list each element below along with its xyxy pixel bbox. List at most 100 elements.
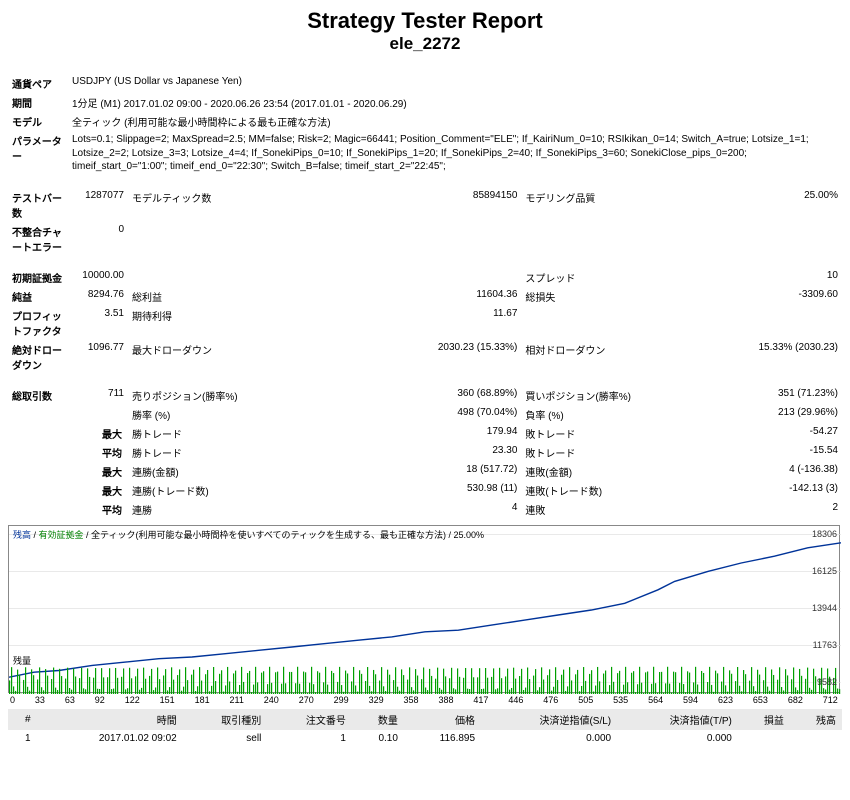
trades-cell: sell [183,730,268,747]
long-value: 351 (71.23%) [715,386,842,405]
trades-header: 価格 [404,709,481,730]
consloss-amt-value: 4 (-136.38) [715,462,842,481]
grossloss-value: -3309.60 [715,287,842,306]
deposit-value: 10000.00 [68,268,128,287]
maxwin-value: 179.94 [321,424,521,443]
conswin-value: 4 [321,500,521,519]
symbol-label: 通貨ペア [8,74,68,93]
xtick-label: 535 [613,695,628,705]
losstrade-label-2: 敗トレード [521,443,714,462]
bars-label: テストバー数 [8,188,68,222]
conswin-label: 連勝 [128,500,321,519]
report-summary-table: 通貨ペア USDJPY (US Dollar vs Japanese Yen) … [8,74,842,519]
trades-cell [738,730,790,747]
xtick-label: 446 [508,695,523,705]
xtick-label: 712 [823,695,838,705]
trades-cell: 0.000 [617,730,738,747]
trades-cell: 1 [267,730,352,747]
losstrade-label-1: 敗トレード [521,424,714,443]
quality-value: 25.00% [715,188,842,222]
xtick-label: 564 [648,695,663,705]
trades-cell: 0.10 [352,730,404,747]
consloss-amt-label: 連敗(金額) [521,462,714,481]
trades-header-row: #時間取引種別注文番号数量価格決済逆指値(S/L)決済指値(T/P)損益残高 [8,709,842,730]
spread-value: 10 [715,268,842,287]
pf-label: プロフィットファクタ [8,306,68,340]
ytick-label: 13944 [812,603,837,613]
trades-header: 残高 [790,709,842,730]
trades-header: 決済指値(T/P) [617,709,738,730]
symbol-value: USDJPY (US Dollar vs Japanese Yen) [68,74,842,93]
quality-label: モデリング品質 [521,188,714,222]
consloss-cnt-value: -142.13 (3) [715,481,842,500]
ep-value: 11.67 [321,306,521,340]
equity-chart: 残高 / 有効証拠金 / 全ティック(利用可能な最小時間枠を使いすべてのティック… [8,525,840,693]
wintrade-label-1: 勝トレード [128,424,321,443]
pf-value: 3.51 [68,306,128,340]
short-label: 売りポジション(勝率%) [128,386,321,405]
xtick-label: 476 [543,695,558,705]
xtick-label: 270 [299,695,314,705]
trades-cell: 116.895 [404,730,481,747]
param-value: Lots=0.1; Slippage=2; MaxSpread=2.5; MM=… [68,131,842,176]
maxdd-label: 最大ドローダウン [128,340,321,374]
trades-header: 取引種別 [183,709,268,730]
trades-header: 決済逆指値(S/L) [481,709,617,730]
trades-table: #時間取引種別注文番号数量価格決済逆指値(S/L)決済指値(T/P)損益残高 1… [8,709,842,747]
avg-prefix-1: 平均 [68,443,128,462]
trades-header: 時間 [37,709,183,730]
chart-legend: 残高 / 有効証拠金 / 全ティック(利用可能な最小時間枠を使いすべてのティック… [13,528,484,541]
maxloss-value: -54.27 [715,424,842,443]
bars-value: 1287077 [68,188,128,222]
trades-cell: 2017.01.02 09:02 [37,730,183,747]
total-value: 711 [68,386,128,405]
xtick-label: 299 [334,695,349,705]
trades-cell [790,730,842,747]
ticks-value: 85894150 [321,188,521,222]
param-label: パラメーター [8,131,68,176]
total-label: 総取引数 [8,386,68,405]
trades-header: 数量 [352,709,404,730]
reldd-label: 相対ドローダウン [521,340,714,374]
xtick-label: 151 [160,695,175,705]
spread-label: スプレッド [521,268,714,287]
grossloss-label: 総損失 [521,287,714,306]
maxdd-value: 2030.23 (15.33%) [321,340,521,374]
conswin-amt-value: 18 (517.72) [321,462,521,481]
trades-header: 注文番号 [267,709,352,730]
mismatch-value: 0 [68,222,128,256]
xtick-label: 358 [404,695,419,705]
wintrade-label-2: 勝トレード [128,443,321,462]
xtick-label: 240 [264,695,279,705]
trades-row: 12017.01.02 09:02sell10.10116.8950.0000.… [8,730,842,747]
xtick-label: 623 [718,695,733,705]
xtick-label: 0 [10,695,15,705]
netprofit-label: 純益 [8,287,68,306]
xtick-label: 181 [195,695,210,705]
max-prefix-3: 最大 [68,481,128,500]
netprofit-value: 8294.76 [68,287,128,306]
xtick-label: 122 [125,695,140,705]
winrate-label: 勝率 (%) [128,405,321,424]
xtick-label: 211 [230,695,244,705]
deposit-label: 初期証拠金 [8,268,68,287]
period-value: 1分足 (M1) 2017.01.02 09:00 - 2020.06.26 2… [68,93,842,112]
ytick-label: 9582 [817,677,837,687]
ticks-label: モデルティック数 [128,188,321,222]
xtick-label: 63 [65,695,75,705]
max-prefix-1: 最大 [68,424,128,443]
trades-cell: 0.000 [481,730,617,747]
legend-rest: / 全ティック(利用可能な最小時間枠を使いすべてのティックを生成する、最も正確な… [84,530,484,540]
page-subtitle: ele_2272 [8,34,842,54]
max-prefix-2: 最大 [68,462,128,481]
model-value: 全ティック (利用可能な最小時間枠による最も正確な方法) [68,112,842,131]
ep-label: 期待利得 [128,306,321,340]
xtick-label: 33 [35,695,45,705]
avg-prefix-2: 平均 [68,500,128,519]
absdd-label: 絶対ドローダウン [8,340,68,374]
avgwin-value: 23.30 [321,443,521,462]
conswin-cnt-label: 連勝(トレード数) [128,481,321,500]
equity-svg [9,526,841,694]
legend-balance: 残高 [13,530,31,540]
avgloss-value: -15.54 [715,443,842,462]
